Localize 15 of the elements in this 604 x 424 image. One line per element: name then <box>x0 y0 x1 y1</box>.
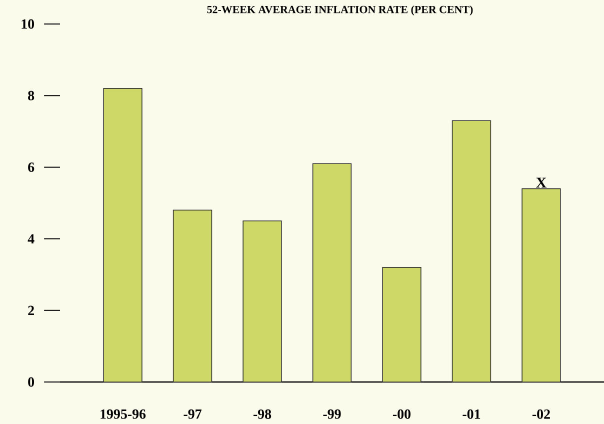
y-tick-label: 10 <box>22 19 34 29</box>
x-tick-label: -99 <box>323 409 341 419</box>
y-tick-label: 6 <box>28 162 34 172</box>
x-tick-label: -02 <box>532 409 550 419</box>
annotation: X <box>536 178 546 188</box>
x-tick-label: 1995-96 <box>100 409 146 419</box>
y-tick-label: 4 <box>28 234 34 244</box>
y-tick-label: 0 <box>28 377 34 387</box>
y-tick-label: 2 <box>28 306 34 316</box>
x-tick-label: -00 <box>392 409 411 419</box>
chart-title: 52-WEEK AVERAGE INFLATION RATE (PER CENT) <box>207 6 473 16</box>
x-tick-label: -01 <box>462 409 480 419</box>
y-tick-label: 8 <box>28 90 34 100</box>
x-tick-label: -98 <box>253 409 272 419</box>
x-tick-label: -97 <box>184 409 202 419</box>
